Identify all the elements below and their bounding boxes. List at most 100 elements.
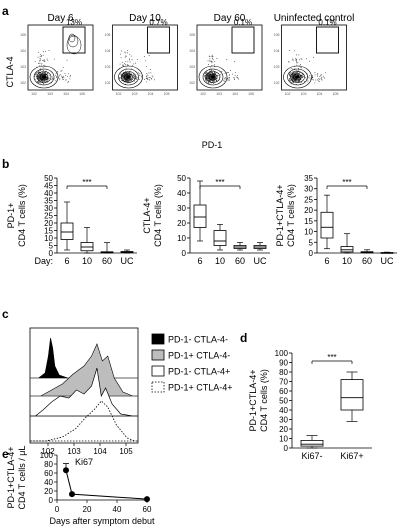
panel-a-y-label: CTLA-4 xyxy=(5,56,15,87)
flow-x-tick: 102 xyxy=(116,92,122,96)
flow-event-dot xyxy=(38,76,40,78)
flow-event-dot xyxy=(208,55,210,57)
flow-event-dot xyxy=(212,59,214,61)
flow-event-dot xyxy=(39,60,41,61)
y-axis-label: CD4 T cells (%) xyxy=(17,184,27,247)
y-tick-label: 20 xyxy=(177,219,186,228)
significance-stars: *** xyxy=(215,178,224,187)
flow-event-dot xyxy=(295,60,297,62)
flow-event-dot xyxy=(151,78,152,79)
flow-event-dot xyxy=(44,60,46,62)
flow-event-dot xyxy=(133,63,135,65)
flow-event-dot xyxy=(318,80,320,82)
flow-event-dot xyxy=(288,60,290,62)
flow-event-dot xyxy=(211,54,213,56)
flow-event-dot xyxy=(148,72,150,74)
flow-event-dot xyxy=(44,80,45,82)
flow-event-dot xyxy=(39,58,41,60)
flow-event-dot xyxy=(208,73,210,75)
flow-event-dot xyxy=(233,77,235,79)
flow-event-dot xyxy=(318,78,320,80)
flow-event-dot xyxy=(144,60,146,62)
flow-event-dot xyxy=(126,52,128,54)
flow-event-dot xyxy=(210,75,211,77)
flow-event-dot xyxy=(315,79,317,81)
flow-event-dot xyxy=(293,82,295,84)
x-tick-label: 60 xyxy=(235,256,245,266)
x-tick-label: 0 xyxy=(55,505,60,514)
flow-gate-percent: 0.1% xyxy=(318,18,336,27)
flow-event-dot xyxy=(295,57,297,59)
x-tick-label: UC xyxy=(381,256,394,266)
flow-event-dot xyxy=(320,77,322,79)
flow-event-dot xyxy=(234,78,235,80)
flow-event-dot xyxy=(292,72,294,74)
flow-event-dot xyxy=(212,58,214,59)
flow-contour-line xyxy=(210,75,216,79)
flow-contour-line xyxy=(118,68,139,86)
flow-event-dot xyxy=(210,78,212,79)
flow-event-dot xyxy=(48,75,50,77)
flow-event-dot xyxy=(294,75,296,77)
flow-event-dot xyxy=(298,80,300,82)
flow-event-dot xyxy=(126,81,128,83)
flow-event-dot xyxy=(209,67,211,69)
y-tick-label: 15 xyxy=(304,217,313,226)
flow-event-dot xyxy=(288,61,290,63)
flow-y-tick: 105 xyxy=(274,33,280,37)
flow-event-dot xyxy=(214,80,216,82)
y-tick-label: 70 xyxy=(279,378,288,387)
panel-b-pd1-boxplot: PD-1+ CD4 T cells (%)05101520253035404550… xyxy=(6,174,137,266)
flow-y-tick: 103 xyxy=(189,65,195,69)
flow-event-dot xyxy=(317,74,319,76)
flow-y-tick: 105 xyxy=(20,33,26,37)
flow-event-dot xyxy=(207,77,209,79)
y-tick-label: 40 xyxy=(44,478,53,487)
legend-swatch xyxy=(151,365,165,377)
y-tick-label: 50 xyxy=(177,174,186,183)
flow-event-dot xyxy=(55,72,57,74)
flow-event-dot xyxy=(289,74,291,76)
flow-event-dot xyxy=(212,83,214,84)
x-tick-label: 6 xyxy=(197,256,202,266)
y-tick-label: 5 xyxy=(309,238,314,247)
flow-event-dot xyxy=(37,71,39,73)
flow-y-tick: 105 xyxy=(105,33,111,37)
flow-gate xyxy=(316,26,339,54)
flow-event-dot xyxy=(40,75,42,77)
flow-event-dot xyxy=(298,54,300,56)
flow-event-dot xyxy=(299,64,301,66)
flow-event-dot xyxy=(52,77,54,79)
flow-event-dot xyxy=(138,79,140,80)
x-tick-label: 10 xyxy=(82,256,92,266)
y-axis-label: PD-1+ xyxy=(6,203,16,229)
flow-event-dot xyxy=(290,68,292,70)
flow-event-dot xyxy=(302,77,303,79)
y-tick-label: 25 xyxy=(304,195,313,204)
flow-event-dot xyxy=(62,67,64,69)
flow-event-dot xyxy=(141,75,143,77)
flow-event-dot xyxy=(127,72,129,74)
flow-event-dot xyxy=(143,79,145,81)
flow-event-dot xyxy=(54,74,56,76)
flow-event-dot xyxy=(61,69,63,71)
legend-label: PD-1+ CTLA-4- xyxy=(168,351,230,361)
flow-event-dot xyxy=(56,75,58,77)
y-tick-label: 20 xyxy=(44,219,53,228)
flow-x-tick: 102 xyxy=(31,92,37,96)
flow-event-dot xyxy=(125,52,127,54)
histogram-pd1-pos-ctla4-neg xyxy=(30,343,138,397)
flow-event-dot xyxy=(228,79,230,81)
flow-y-tick: 105 xyxy=(189,33,195,37)
flow-event-dot xyxy=(227,77,228,79)
flow-event-dot xyxy=(43,59,45,61)
y-axis-label: CTLA-4+ xyxy=(142,197,152,233)
flow-event-dot xyxy=(38,79,40,81)
flow-event-dot xyxy=(146,75,148,77)
flow-event-dot xyxy=(204,78,206,80)
flow-event-dot xyxy=(39,56,41,58)
y-tick-label: 10 xyxy=(177,234,186,243)
flow-event-dot xyxy=(291,77,293,79)
y-tick-label: 20 xyxy=(44,487,53,496)
x-tick-label: Ki67+ xyxy=(340,451,363,461)
